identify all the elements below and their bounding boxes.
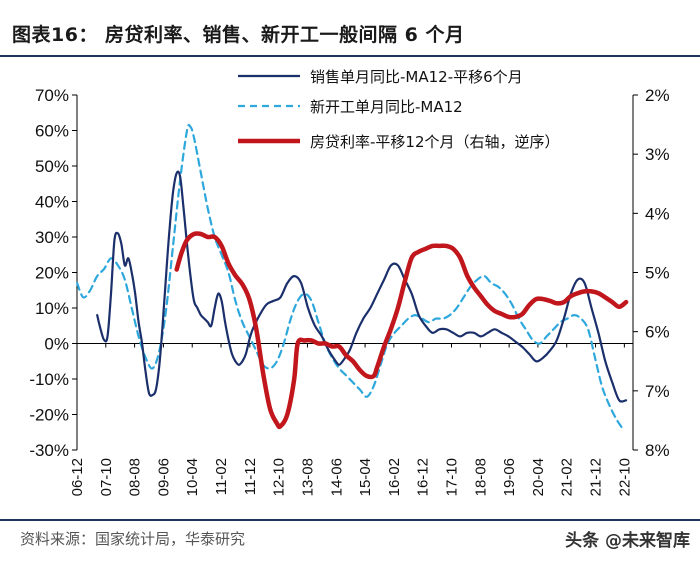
x-tick-label: 21-12 bbox=[588, 458, 605, 496]
left-tick-label: -20% bbox=[29, 406, 69, 425]
x-tick-label: 13-08 bbox=[299, 458, 316, 496]
legend-label-sales: 销售单月同比-MA12-平移6个月 bbox=[310, 68, 523, 86]
x-tick-label: 11-02 bbox=[213, 458, 230, 495]
x-tick-label: 16-02 bbox=[386, 458, 403, 496]
source-note: 资料来源：国家统计局，华泰研究 bbox=[20, 530, 246, 548]
legend-label-mortgage: 房贷利率-平移12个月（右轴，逆序） bbox=[310, 133, 560, 151]
right-tick-label: 2% bbox=[645, 86, 670, 105]
x-tick-label: 16-12 bbox=[415, 458, 432, 496]
left-tick-label: 70% bbox=[35, 86, 69, 105]
x-tick-label: 22-10 bbox=[616, 458, 633, 496]
right-tick-label: 3% bbox=[645, 145, 670, 164]
footer-rule bbox=[0, 519, 700, 521]
left-tick-label: 10% bbox=[35, 299, 69, 318]
x-tick-label: 21-02 bbox=[559, 458, 576, 496]
right-tick-label: 4% bbox=[645, 204, 670, 223]
x-tick-label: 15-04 bbox=[357, 458, 374, 496]
page-title: 图表16： 房贷利率、销售、新开工一般间隔 6 个月 bbox=[12, 24, 465, 46]
x-tick-label: 14-06 bbox=[328, 458, 345, 496]
right-tick-label: 5% bbox=[645, 264, 670, 283]
x-tick-label: 07-10 bbox=[98, 458, 115, 496]
left-tick-label: -10% bbox=[29, 370, 69, 389]
left-tick-label: 30% bbox=[35, 228, 69, 247]
x-tick-label: 18-08 bbox=[472, 458, 489, 496]
title-rule bbox=[0, 55, 700, 57]
left-tick-label: -30% bbox=[29, 441, 69, 460]
sales-series-line bbox=[96, 170, 628, 403]
x-tick-label: 06-12 bbox=[69, 458, 86, 496]
left-tick-label: 20% bbox=[35, 264, 69, 283]
x-tick-label: 11-12 bbox=[242, 458, 259, 495]
right-tick-label: 7% bbox=[645, 382, 670, 401]
x-tick-label: 19-06 bbox=[501, 458, 518, 496]
left-tick-label: 40% bbox=[35, 193, 69, 212]
right-tick-label: 6% bbox=[645, 323, 670, 342]
left-tick-label: 50% bbox=[35, 157, 69, 176]
starts-series-line bbox=[76, 123, 624, 430]
x-tick-label: 08-08 bbox=[127, 458, 144, 496]
mortgage-series-line bbox=[174, 231, 629, 430]
series-layer bbox=[76, 123, 629, 430]
chart: 70% 60% 50% 40% 30% 20% 10% 0% -10% -20% -30% 2% 3% 4… bbox=[29, 68, 669, 496]
right-tick-label: 8% bbox=[645, 441, 670, 460]
left-tick-label: 60% bbox=[35, 122, 69, 141]
x-tick-label: 20-04 bbox=[530, 458, 547, 496]
x-tick-label: 10-04 bbox=[184, 458, 201, 496]
legend-label-starts: 新开工单月同比-MA12 bbox=[310, 98, 463, 116]
watermark: 头条 @未来智库 bbox=[565, 531, 690, 551]
x-tick-label: 17-10 bbox=[444, 458, 461, 496]
axes-layer: 70% 60% 50% 40% 30% 20% 10% 0% -10% -20% -30% 2% 3% 4… bbox=[29, 86, 669, 496]
x-tick-label: 09-06 bbox=[155, 458, 172, 496]
x-tick-label: 12-10 bbox=[271, 458, 288, 496]
left-tick-label: 0% bbox=[44, 335, 69, 354]
